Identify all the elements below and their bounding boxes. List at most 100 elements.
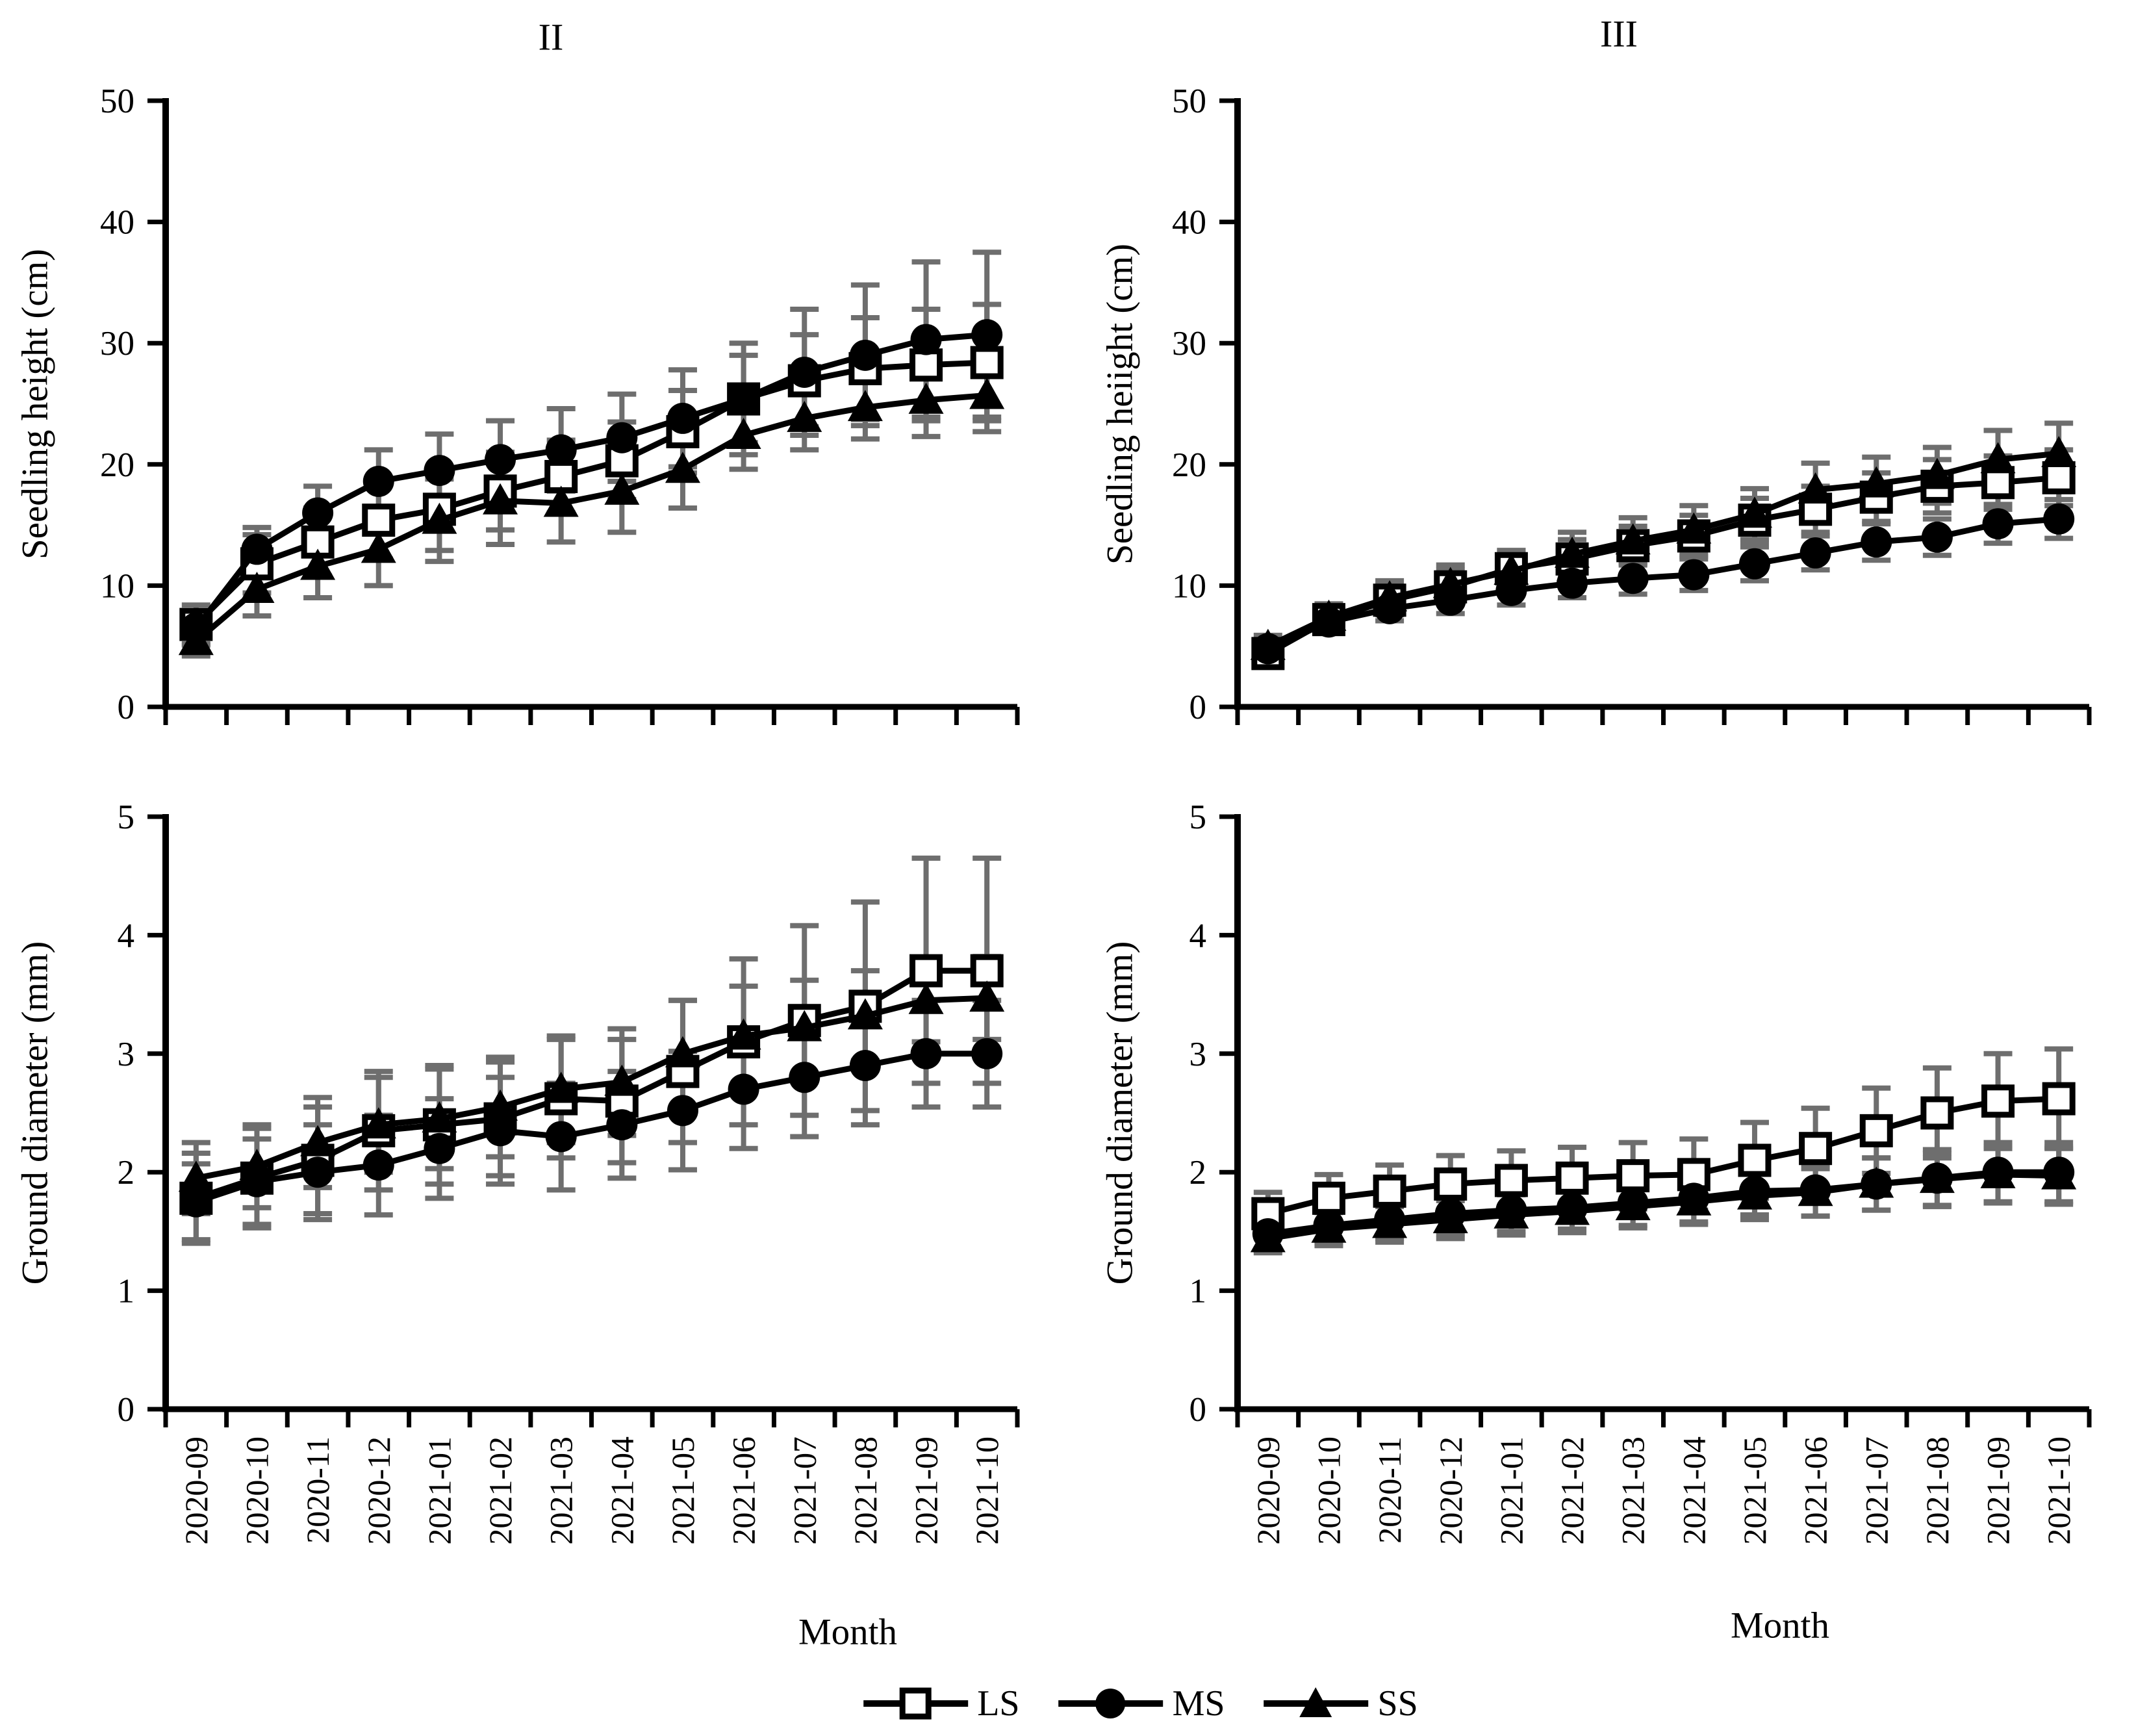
open-square-marker: [1920, 1096, 1954, 1130]
y-tick-label: 5: [118, 798, 135, 836]
x-category-label: 2020-12: [1432, 1436, 1469, 1545]
chart-panel-bottom-right: 0 1 2 3 4 5 2020-09 2020-10 2020-11 2020-12 2021-0…: [1189, 798, 2092, 1545]
filled-circle-marker: [606, 422, 638, 453]
filled-triangle-marker: [2041, 436, 2077, 468]
filled-circle-marker: [728, 383, 759, 415]
filled-triangle-marker: [1250, 1221, 1286, 1253]
series-LS: [179, 346, 1004, 641]
filled-circle-marker: [424, 455, 455, 487]
filled-circle-marker: [1861, 526, 1892, 558]
filled-triangle-marker: [1494, 554, 1529, 585]
chart-panel-bottom-left: 0 1 2 3 4 5 2020-09 2020-10 2020-11 2020-12 2021-0…: [118, 798, 1020, 1545]
filled-circle-marker: [241, 533, 273, 565]
filled-circle-marker: [971, 1038, 1003, 1069]
y-tick-label: 0: [1189, 689, 1207, 726]
error-bars-MS: [181, 997, 1002, 1243]
chart-panel-top-right: 0 10 20 30 40 50: [1172, 83, 2092, 726]
filled-triangle-marker: [726, 418, 761, 450]
legend-label-ls: LS: [977, 1683, 1020, 1724]
filled-circle-marker: [971, 319, 1003, 351]
filled-triangle-marker: [1250, 628, 1286, 660]
filled-circle-marker: [1095, 1689, 1126, 1718]
filled-triangle-marker: [2041, 1158, 2077, 1190]
filled-triangle-marker: [483, 483, 518, 515]
open-square-marker: [2042, 1082, 2076, 1116]
filled-triangle-marker: [1859, 1166, 1894, 1198]
filled-triangle-marker-icon: [1264, 1687, 1369, 1717]
filled-circle-marker: [362, 465, 394, 497]
filled-circle-marker: [362, 1149, 394, 1181]
filled-triangle-marker: [1299, 1687, 1332, 1717]
filled-triangle-marker: [1798, 1175, 1833, 1206]
y-tick-label: 2: [1189, 1154, 1207, 1192]
filled-triangle-marker: [665, 452, 700, 483]
series-SS: [1250, 1156, 2077, 1253]
legend-item-ls: LS: [862, 1683, 1020, 1724]
filled-triangle-marker: [1615, 1189, 1651, 1221]
open-square-marker: [1616, 1159, 1650, 1193]
open-square-marker: [1799, 1132, 1833, 1166]
filled-triangle-marker: [787, 400, 822, 432]
series-SS: [178, 377, 1005, 656]
filled-circle-marker: [1557, 567, 1588, 599]
open-square-marker: [2042, 461, 2076, 494]
x-axis-label-right: Month: [1730, 1605, 1830, 1646]
y-tick-label: 1: [118, 1273, 135, 1310]
y-tick-label: 40: [100, 204, 134, 242]
y-tick-label: 50: [1172, 83, 1206, 120]
filled-triangle-marker: [300, 548, 336, 580]
filled-triangle-marker: [1311, 599, 1347, 631]
filled-circle-marker: [180, 1186, 212, 1218]
filled-triangle-marker: [847, 998, 883, 1030]
x-category-label: 2021-06: [726, 1436, 762, 1545]
y-tick-label: 10: [1172, 567, 1206, 605]
y-tick-label: 0: [118, 1391, 135, 1429]
filled-triangle-marker: [908, 982, 944, 1014]
open-square-marker: [1738, 1143, 1772, 1177]
x-category-label: 2020-09: [1250, 1436, 1286, 1545]
x-category-label: 2021-10: [969, 1436, 1005, 1545]
open-square-marker: [1555, 1161, 1589, 1195]
filled-circle-marker: [2043, 503, 2075, 535]
filled-triangle-marker: [1736, 1178, 1772, 1210]
filled-circle-marker: [545, 1121, 577, 1153]
filled-triangle-marker: [1311, 1211, 1347, 1243]
y-axis-label-top-right: Seedling heiight (cm): [1099, 244, 1141, 565]
y-tick-label: 30: [1172, 325, 1206, 363]
filled-triangle-marker: [483, 1089, 518, 1121]
filled-triangle-marker: [543, 1071, 579, 1103]
x-category-label: 2021-02: [482, 1436, 518, 1545]
y-tick-label: 20: [1172, 446, 1206, 484]
x-category-label: 2021-01: [421, 1436, 457, 1545]
x-category-label: 2021-04: [1675, 1436, 1712, 1545]
series-MS: [180, 1038, 1003, 1218]
filled-triangle-marker: [1919, 457, 1955, 489]
filled-triangle-marker: [361, 1107, 396, 1139]
filled-triangle-marker: [1555, 536, 1590, 568]
x-category-label: 2021-06: [1798, 1436, 1834, 1545]
x-category-label: 2021-03: [543, 1436, 579, 1545]
filled-triangle-marker: [1676, 1184, 1712, 1216]
filled-triangle-marker: [543, 485, 579, 517]
filled-triangle-marker: [604, 1064, 640, 1096]
filled-triangle-marker: [969, 980, 1005, 1012]
filled-triangle-marker: [1798, 472, 1833, 504]
filled-triangle-marker: [1980, 1156, 2016, 1188]
y-tick-label: 4: [1189, 917, 1207, 954]
filled-circle-marker: [789, 356, 820, 388]
filled-circle-marker: [545, 434, 577, 466]
filled-circle-marker: [1678, 559, 1710, 591]
filled-triangle-marker: [1615, 523, 1651, 555]
filled-triangle-marker: [787, 1010, 822, 1041]
filled-circle-marker: [849, 339, 881, 371]
y-tick-label: 3: [1189, 1036, 1207, 1073]
chart-panel-top-left: 0 10 20 30 40 50: [100, 83, 1020, 726]
x-category-label: 2020-11: [299, 1436, 336, 1544]
open-square-marker-icon: [863, 1687, 969, 1720]
filled-circle-marker: [302, 1156, 334, 1188]
x-category-label: 2021-05: [665, 1436, 701, 1545]
x-category-label: 2021-10: [2041, 1436, 2077, 1545]
x-category-label: 2020-11: [1371, 1436, 1408, 1544]
filled-circle-marker: [1738, 548, 1770, 580]
x-category-label: 2020-10: [238, 1436, 275, 1545]
